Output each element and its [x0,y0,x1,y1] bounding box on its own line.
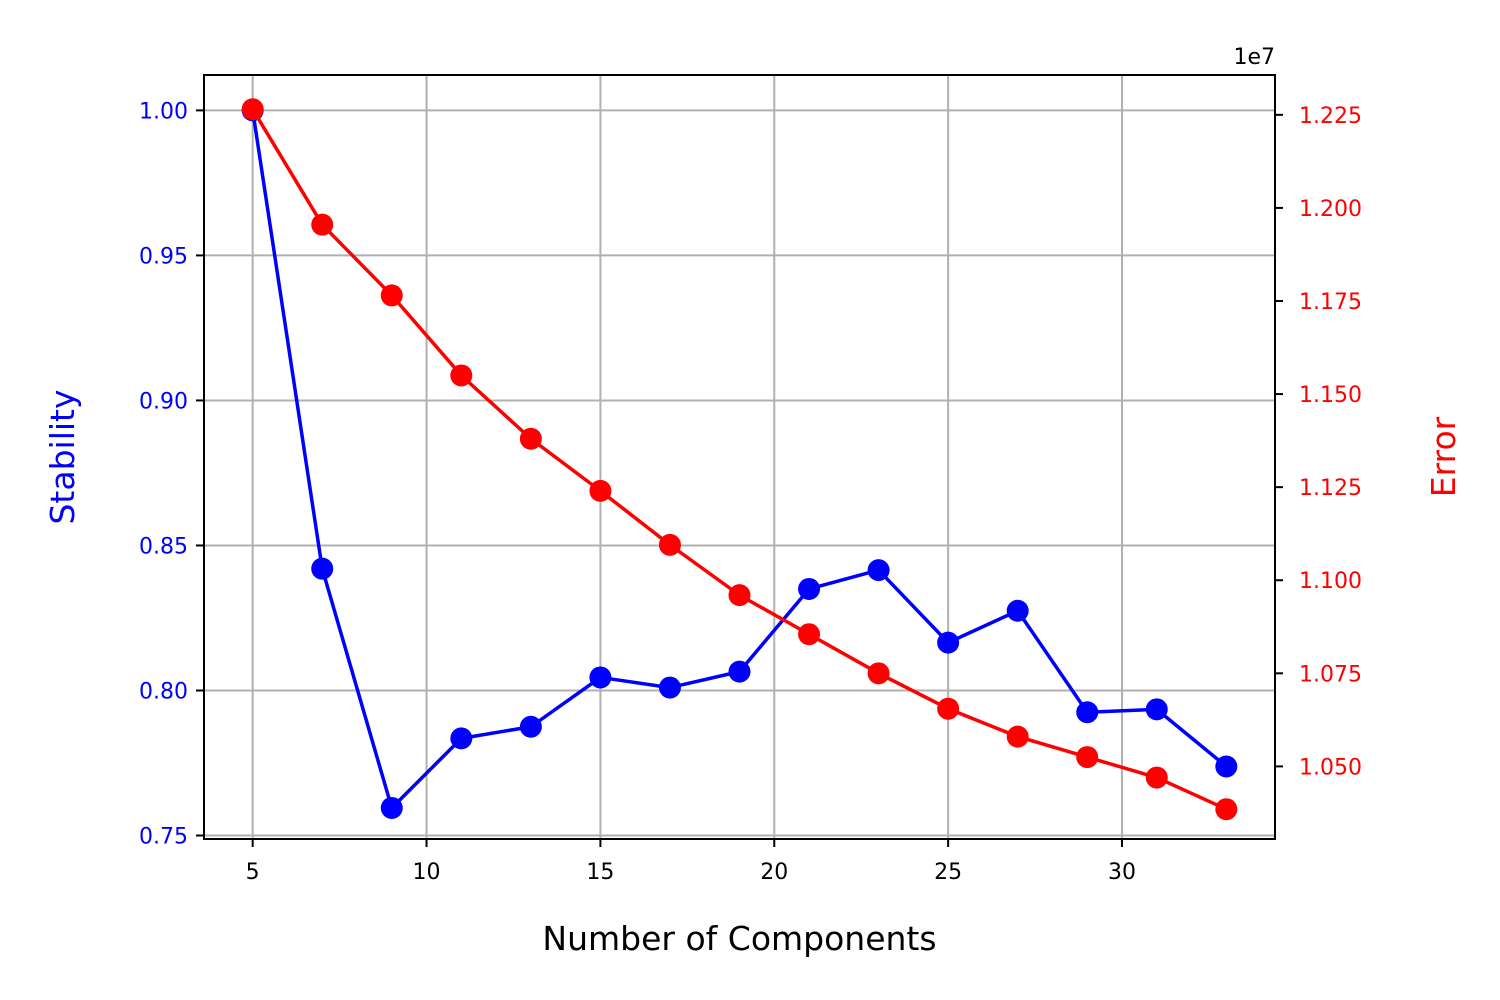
axes: 5 10 15 20 25 30 0.75 0.80 0.85 0.90 0.95 1.00 1.050… [139,99,1362,885]
right-y-tick-label: 1.125 [1299,476,1362,501]
plot-area-frame [203,74,1276,840]
x-tick-label: 30 [1108,860,1136,885]
grid [204,75,1275,839]
right-y-tick-label: 1.075 [1299,662,1362,687]
error-point [937,697,960,720]
error-point [798,623,821,646]
stability-point [937,631,960,654]
error-point [658,533,681,556]
right-y-tick-label: 1.175 [1299,290,1362,315]
stability-point [867,559,890,582]
stability-point [1076,701,1099,724]
error-point [450,364,473,387]
x-tick-label: 5 [246,860,260,885]
error-point [519,427,542,450]
right-y-tick-label: 1.050 [1299,755,1362,780]
error-point [728,584,751,607]
x-axis-title: Number of Components [542,919,936,958]
error-point [1145,766,1168,789]
error-point [1215,798,1238,821]
left-y-tick-label: 0.80 [139,679,188,704]
right-axis-offset-label: 1e7 [1233,45,1275,70]
stability-point [658,676,681,699]
stability-point [1215,755,1238,778]
left-y-tick-label: 0.75 [139,825,188,850]
right-y-tick-label: 1.225 [1299,104,1362,129]
right-y-tick-label: 1.100 [1299,569,1362,594]
x-tick-label: 25 [934,860,962,885]
right-y-tick-label: 1.150 [1299,383,1362,408]
error-point [311,213,334,236]
stability-point [311,557,334,580]
series-layer [241,98,1238,821]
right-y-tick-label: 1.200 [1299,197,1362,222]
x-tick-label: 20 [760,860,788,885]
x-tick-label: 10 [413,860,441,885]
left-y-tick-label: 0.85 [139,534,188,559]
left-y-axis-title: Stability [43,389,82,524]
stability-point [380,796,403,819]
stability-point [519,715,542,738]
error-point [380,284,403,307]
error-point [241,98,264,121]
stability-point [589,666,612,689]
right-y-axis-title: Error [1424,416,1463,497]
left-y-tick-label: 0.90 [139,389,188,414]
error-point [1076,746,1099,769]
stability-point [450,727,473,750]
left-y-tick-label: 1.00 [139,99,188,124]
error-point [1006,725,1029,748]
error-series [241,98,1238,821]
stability-point [728,660,751,683]
stability-point [798,577,821,600]
stability-point [1145,698,1168,721]
stability-point [1006,599,1029,622]
error-point [589,479,612,502]
left-y-tick-label: 0.95 [139,244,188,269]
error-point [867,662,890,685]
x-tick-label: 15 [586,860,614,885]
